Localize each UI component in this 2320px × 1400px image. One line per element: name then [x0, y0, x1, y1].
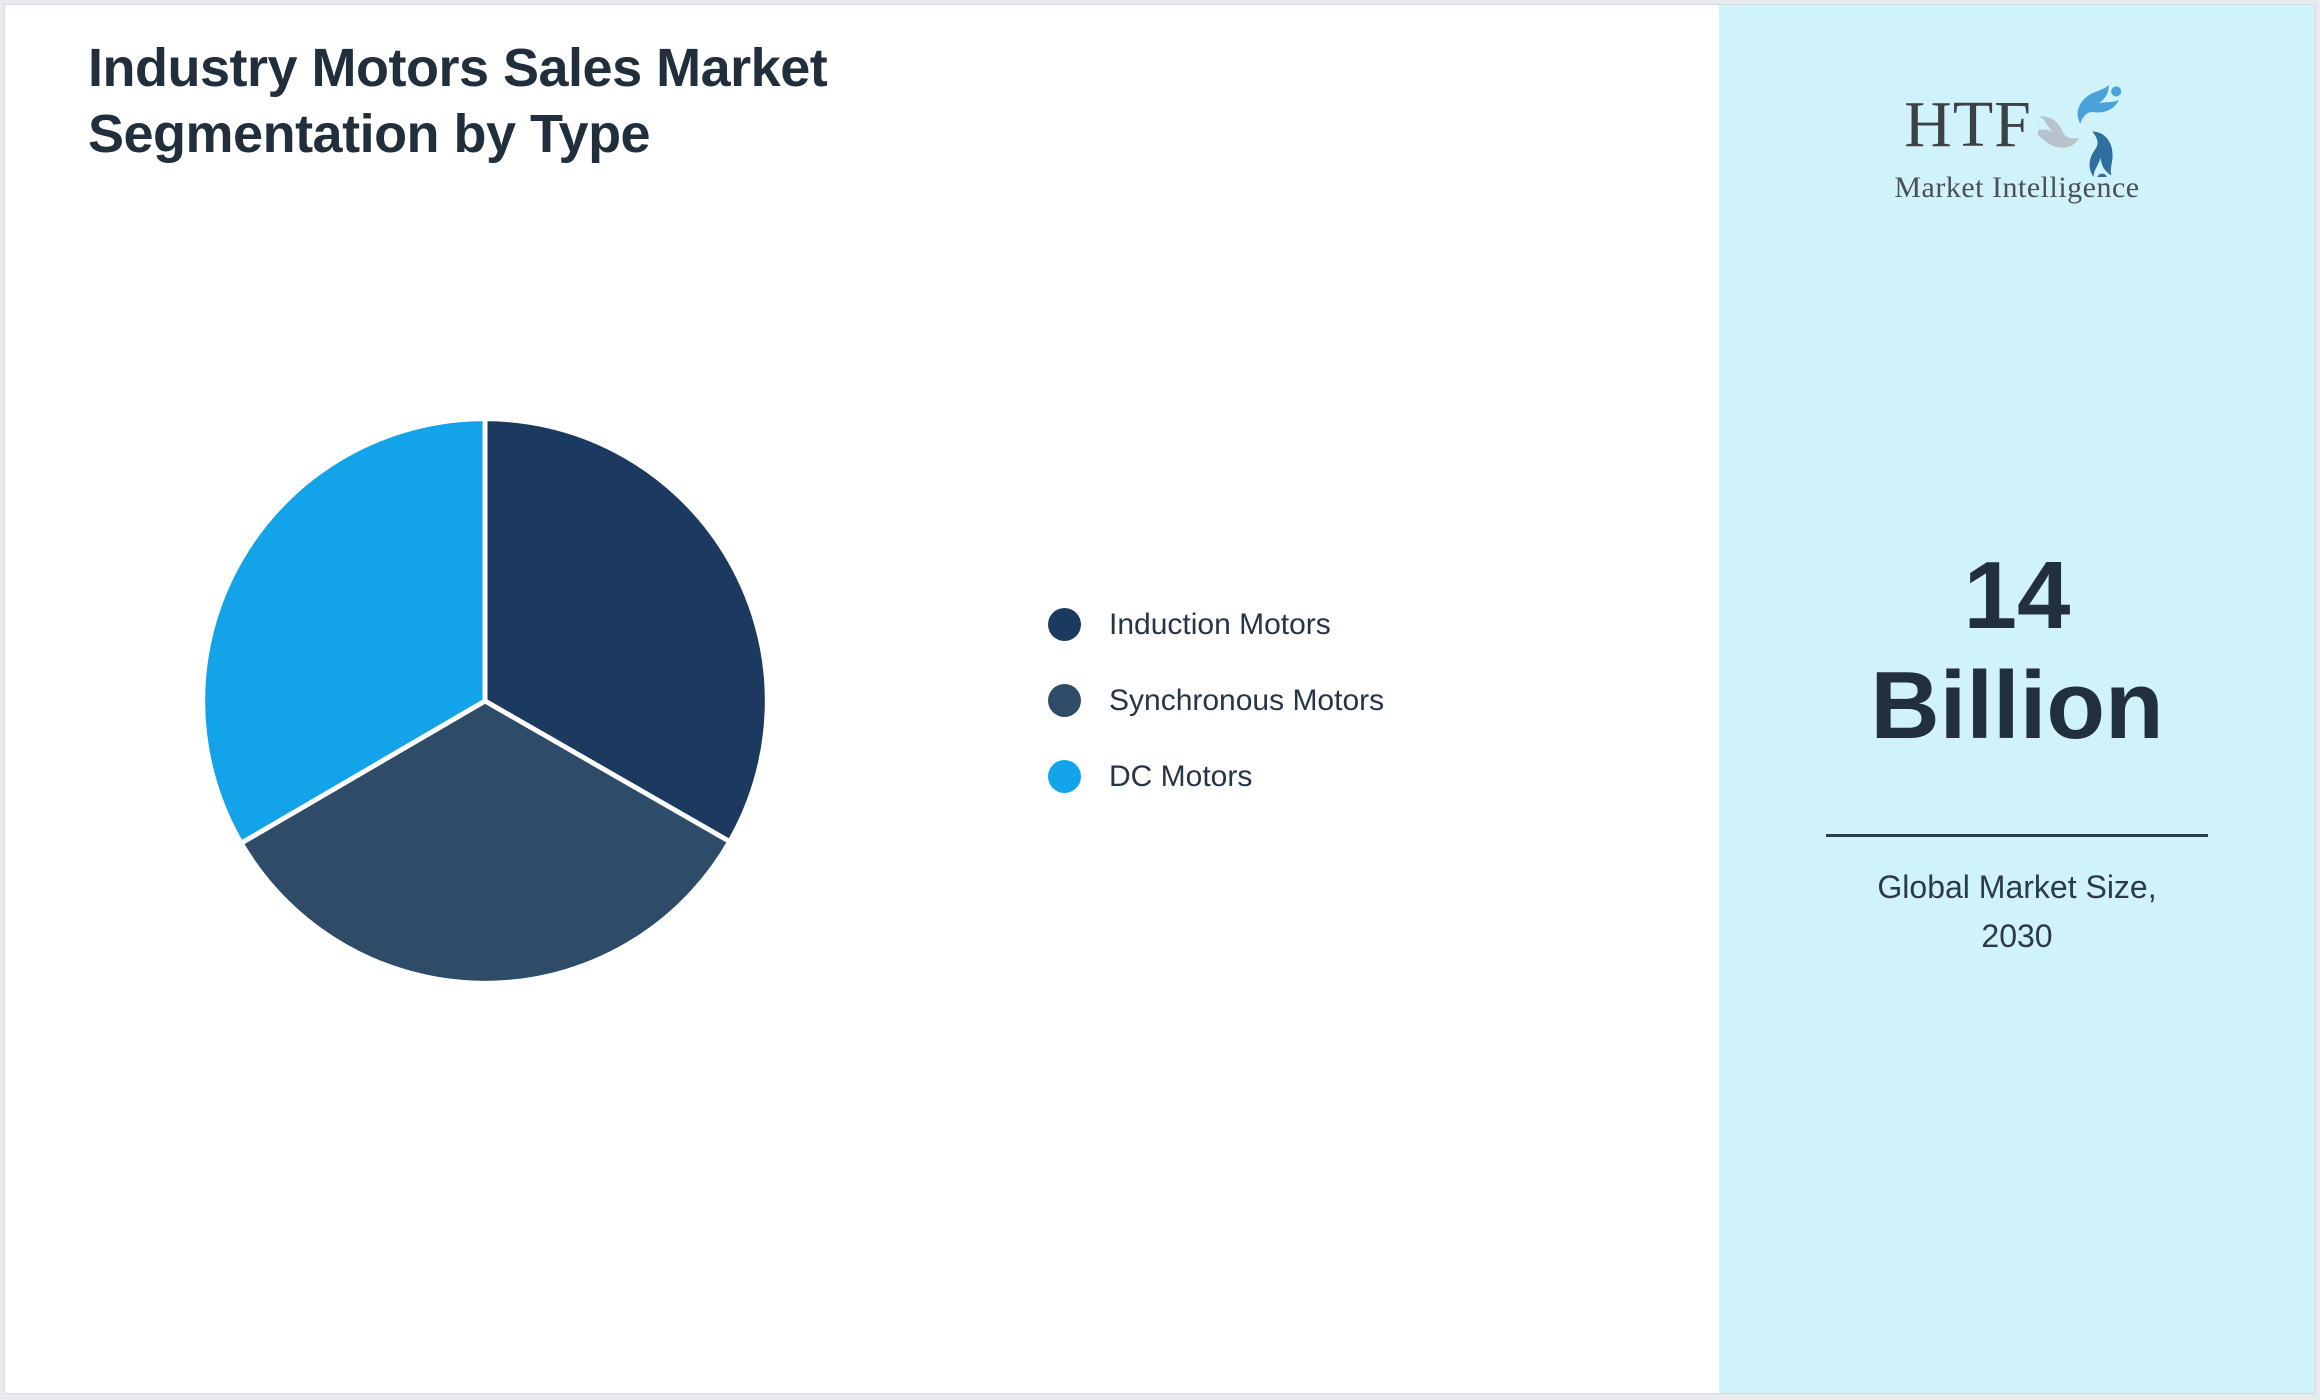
pie-slice-1: [238, 698, 733, 986]
htf-logo: HTF Market Intelligence: [1719, 85, 2315, 205]
legend-swatch-icon: [1048, 608, 1081, 641]
htf-logo-text: HTF: [1904, 88, 2032, 161]
stat-caption-line-2: 2030: [1981, 918, 2053, 954]
stat-value: 14: [1963, 542, 2071, 649]
dolphin-right-icon: [2071, 129, 2127, 177]
chart-legend: Induction Motors Synchronous Motors DC M…: [1048, 608, 1384, 793]
legend-label: Induction Motors: [1109, 607, 1331, 641]
stat-caption: Global Market Size, 2030: [1719, 863, 2315, 961]
page-title-line-1: Industry Motors Sales Market: [88, 38, 828, 98]
sidebar: HTF Market Intelligence 14 Billion: [1719, 5, 2315, 1393]
legend-swatch-icon: [1048, 684, 1081, 717]
legend-swatch-icon: [1048, 760, 1081, 793]
legend-item-dc-motors: DC Motors: [1048, 760, 1384, 793]
pie-slice-2: [200, 416, 488, 846]
stat-caption-line-1: Global Market Size,: [1877, 869, 2157, 905]
htf-logo-swirl-icon: [2037, 85, 2127, 177]
htf-logo-subtext: Market Intelligence: [1894, 171, 2140, 204]
dolphin-top-icon: [2077, 85, 2122, 124]
legend-item-synchronous-motors: Synchronous Motors: [1048, 684, 1384, 717]
pie-slice-0: [482, 416, 770, 845]
stat-unit: Billion: [1870, 652, 2164, 759]
page-title: Industry Motors Sales Market Segmentatio…: [88, 35, 828, 167]
legend-item-induction-motors: Induction Motors: [1048, 608, 1384, 641]
page-title-line-2: Segmentation by Type: [88, 104, 651, 164]
market-size-stat: 14 Billion: [1719, 541, 2315, 761]
pie-chart-svg: [200, 416, 770, 986]
pie-chart: [193, 409, 777, 993]
dolphin-left-icon: [2037, 102, 2081, 160]
legend-label: Synchronous Motors: [1109, 683, 1385, 717]
legend-label: DC Motors: [1109, 759, 1253, 793]
stat-divider: [1826, 834, 2208, 837]
infographic-card: Industry Motors Sales Market Segmentatio…: [4, 4, 2316, 1394]
